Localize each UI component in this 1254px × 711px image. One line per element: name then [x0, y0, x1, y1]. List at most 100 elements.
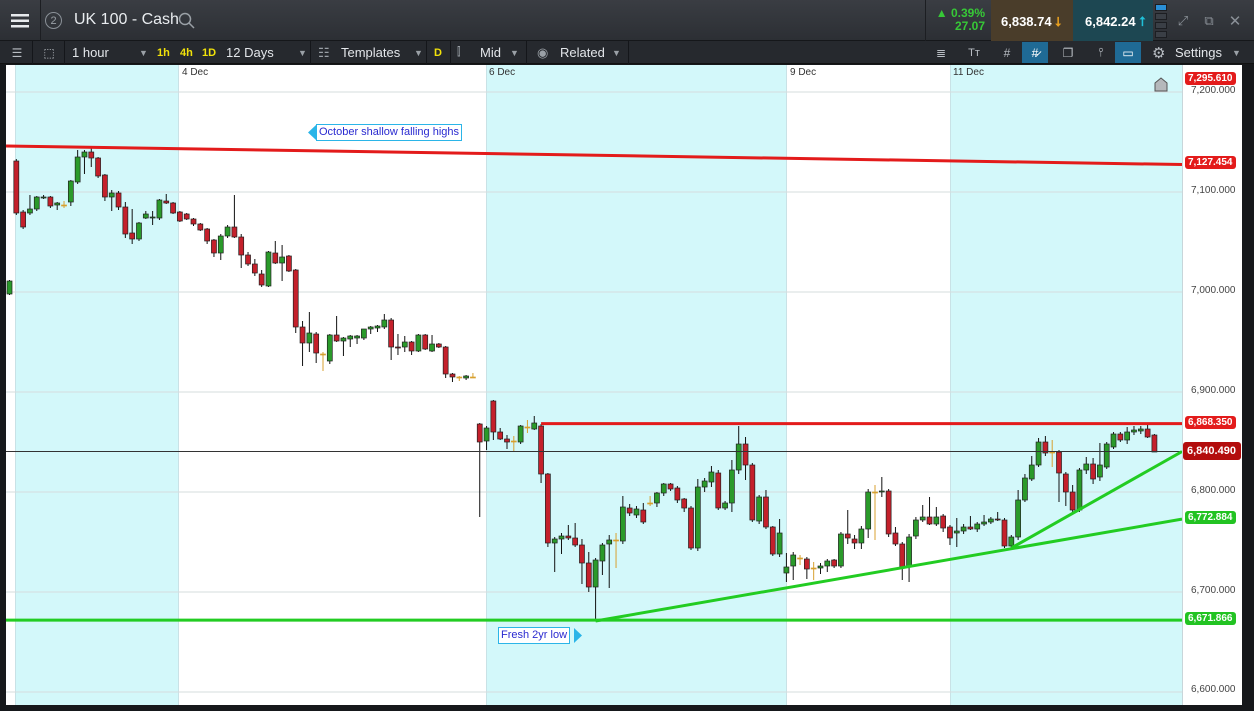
- gear-icon[interactable]: ⚙: [1152, 44, 1166, 62]
- candle-body: [354, 335, 360, 339]
- candle: [122, 202, 129, 238]
- candle-body: [790, 554, 797, 567]
- candle: [95, 157, 101, 178]
- candle-body: [538, 425, 544, 475]
- support-line[interactable]: [1010, 450, 1182, 550]
- candle: [163, 194, 170, 204]
- chevron-down-icon[interactable]: ▼: [298, 47, 307, 58]
- candle: [245, 252, 251, 266]
- popout-icon[interactable]: ⧉: [1204, 12, 1214, 28]
- annotation-fresh-low[interactable]: Fresh 2yr low: [498, 627, 571, 644]
- candle: [1076, 468, 1083, 512]
- candle-body: [381, 319, 388, 328]
- candle-body: [872, 491, 878, 494]
- price-scale-icon[interactable]: ≣: [935, 45, 947, 60]
- quick-interval-4h[interactable]: 4h: [180, 46, 193, 59]
- candle: [81, 150, 88, 174]
- candle-body: [681, 498, 688, 509]
- candle-body: [204, 228, 210, 242]
- candle-body: [183, 213, 190, 220]
- candle: [129, 209, 136, 244]
- text-size-icon[interactable]: Tт: [968, 46, 980, 59]
- menu-button[interactable]: [0, 0, 41, 41]
- candle-body: [694, 486, 701, 549]
- range-select[interactable]: 12 Days: [226, 41, 274, 64]
- drawing-d-button[interactable]: D: [434, 46, 442, 59]
- candle-body: [1151, 434, 1158, 453]
- expand-icon[interactable]: ⤢: [1177, 12, 1189, 28]
- candle: [769, 526, 776, 556]
- quick-interval-1h[interactable]: 1h: [157, 46, 170, 59]
- layout-grid-icon[interactable]: ⬚: [43, 45, 55, 60]
- candle-body: [783, 566, 790, 574]
- templates-menu[interactable]: Templates: [341, 45, 401, 60]
- candle: [892, 527, 899, 546]
- candle: [463, 375, 469, 380]
- candle: [974, 522, 981, 532]
- search-icon[interactable]: [178, 12, 196, 30]
- candle: [565, 525, 572, 540]
- settings-menu[interactable]: Settings: [1175, 45, 1222, 60]
- chevron-down-icon[interactable]: ▼: [414, 47, 423, 58]
- candle: [865, 489, 872, 538]
- quick-interval-1d[interactable]: 1D: [202, 46, 217, 59]
- candle-body: [838, 533, 844, 567]
- candle: [763, 490, 769, 529]
- candle: [401, 336, 408, 352]
- candle-body: [913, 519, 919, 537]
- instrument-title[interactable]: UK 100 - Cash: [74, 11, 179, 28]
- close-icon[interactable]: ✕: [1228, 12, 1242, 30]
- candle: [1090, 458, 1096, 484]
- candle-body: [129, 232, 136, 240]
- candle: [592, 558, 599, 620]
- candle-body: [245, 254, 251, 265]
- related-menu[interactable]: Related: [560, 45, 605, 60]
- candle: [40, 195, 47, 199]
- grid-icon[interactable]: #: [1003, 45, 1011, 60]
- x-tick-label: 9 Dec: [790, 67, 817, 78]
- interval-select[interactable]: 1 hour: [72, 41, 109, 64]
- chevron-down-icon[interactable]: ▼: [510, 47, 519, 58]
- candle-body: [122, 206, 129, 235]
- candle-body: [136, 222, 142, 240]
- candle: [872, 485, 878, 540]
- label-icon[interactable]: ▭: [1115, 42, 1141, 63]
- candle-body: [395, 346, 401, 349]
- candle-body: [340, 337, 347, 342]
- grid-draw-icon[interactable]: #̷: [1022, 42, 1048, 63]
- candle-body: [763, 496, 769, 528]
- windows-icon[interactable]: ❐: [1062, 45, 1074, 60]
- list-icon[interactable]: ☰: [11, 45, 23, 60]
- candle-body: [326, 334, 333, 362]
- candle-body: [974, 523, 981, 530]
- price-axis[interactable]: 7,200.000 7,100.000 7,000.000 6,900.000 …: [1182, 65, 1242, 705]
- candle-body: [1062, 473, 1069, 493]
- candle-body: [483, 427, 490, 442]
- candle: [926, 497, 933, 525]
- scroll-to-top-icon[interactable]: [1154, 77, 1168, 92]
- chevron-down-icon[interactable]: ▼: [139, 47, 148, 58]
- resistance-line[interactable]: [6, 144, 1182, 167]
- layout-number[interactable]: 2: [41, 0, 66, 41]
- candle: [1137, 426, 1144, 434]
- sell-price-button[interactable]: 6,838.74 ⭣: [991, 0, 1073, 41]
- annotation-falling-highs[interactable]: October shallow falling highs: [316, 124, 463, 141]
- candle: [497, 428, 504, 440]
- candle-body: [1076, 469, 1083, 511]
- chevron-down-icon[interactable]: ▼: [612, 47, 621, 58]
- candle-body: [1117, 433, 1124, 441]
- candle: [742, 437, 749, 480]
- candle: [306, 312, 313, 352]
- buy-price-button[interactable]: 6,842.24 ⭡: [1073, 0, 1153, 41]
- chevron-down-icon[interactable]: ▼: [1232, 47, 1241, 58]
- candle: [613, 533, 619, 568]
- candle-body: [824, 560, 831, 567]
- candle-body: [1022, 477, 1028, 501]
- session-shade: [486, 65, 787, 705]
- crosshair-icon[interactable]: ⫯: [1098, 45, 1104, 59]
- support-line[interactable]: [595, 517, 1182, 623]
- price-type-select[interactable]: Mid: [480, 45, 501, 60]
- candle-body: [1042, 441, 1049, 454]
- candle: [197, 223, 204, 231]
- candle-body: [1028, 464, 1035, 480]
